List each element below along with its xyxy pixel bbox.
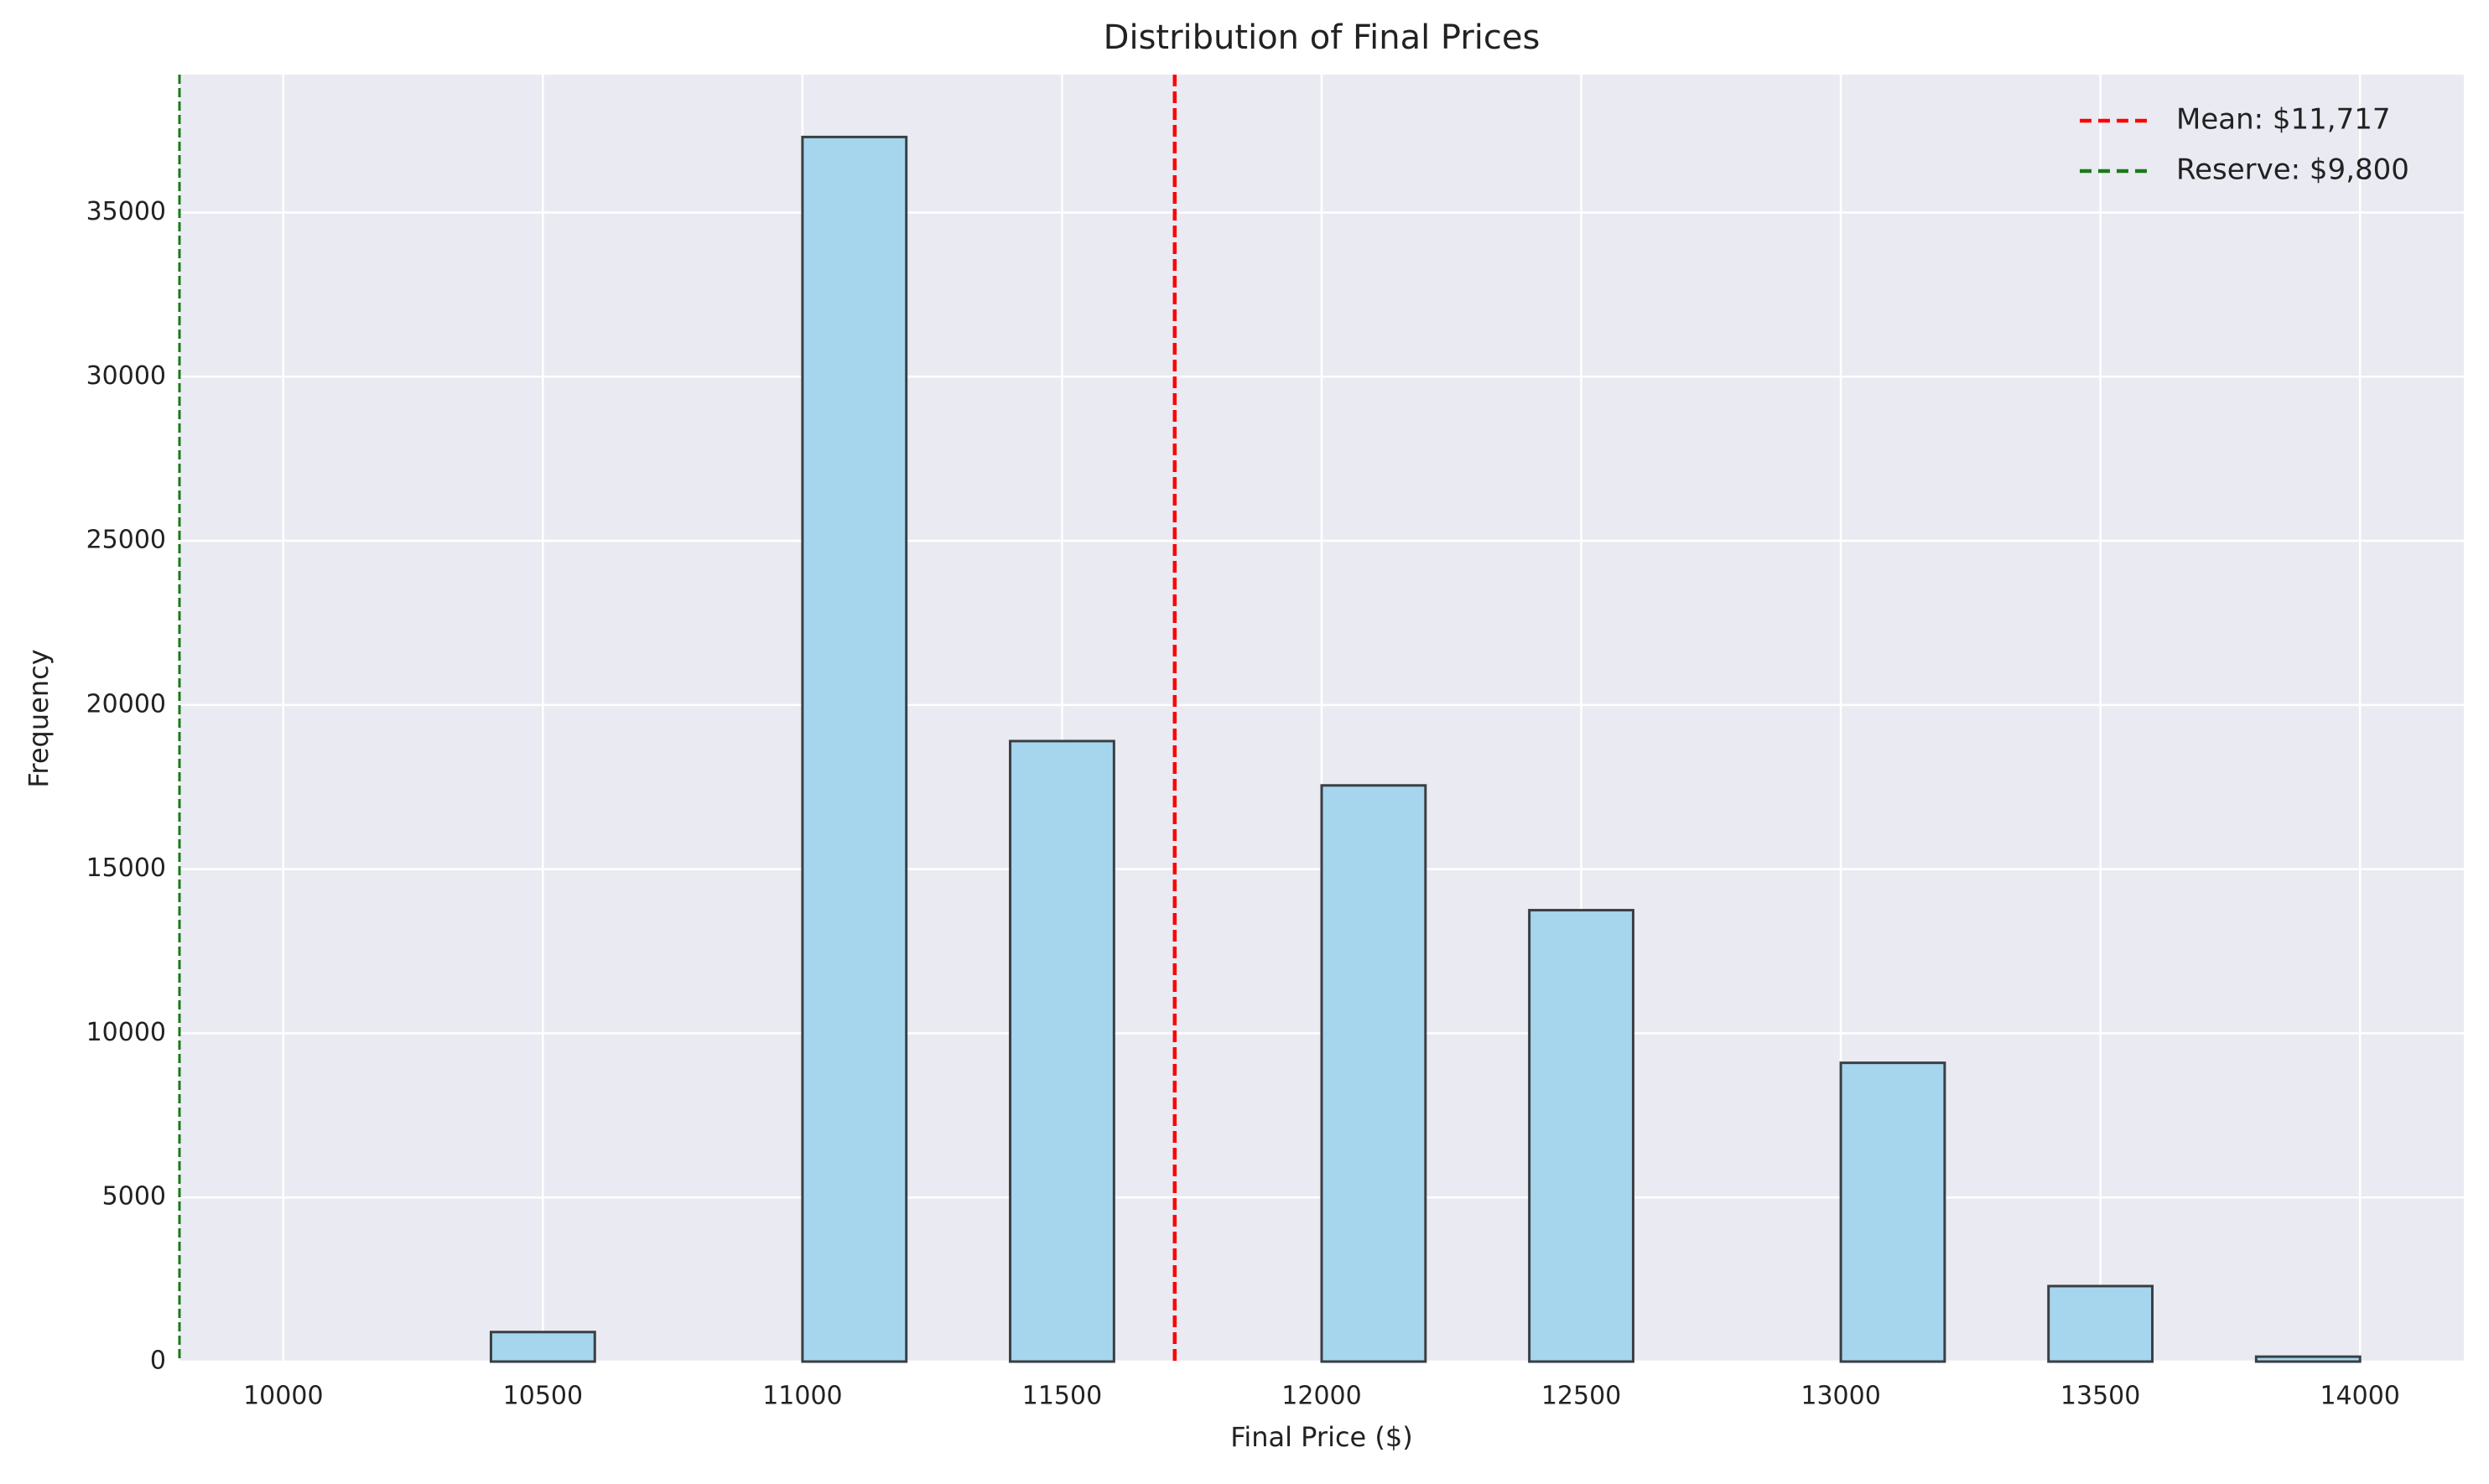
x-tick-label: 13000 (1800, 1382, 1880, 1411)
y-axis-label: Frequency (23, 649, 55, 787)
bar (2254, 1355, 2362, 1363)
x-tick-label: 10000 (243, 1382, 323, 1411)
x-tick-label: 10500 (503, 1382, 583, 1411)
x-tick-label: 12000 (1281, 1382, 1361, 1411)
x-axis-label: Final Price ($) (1230, 1421, 1412, 1453)
y-tick-label: 35000 (86, 197, 166, 226)
y-tick-label: 15000 (86, 854, 166, 883)
x-tick-label: 14000 (2320, 1382, 2399, 1411)
x-tick-label: 11000 (762, 1382, 842, 1411)
y-tick-label: 20000 (86, 689, 166, 719)
legend-label: Mean: $11,717 (2176, 103, 2391, 137)
bar (2047, 1284, 2154, 1363)
y-tick-label: 10000 (86, 1018, 166, 1047)
x-tick-label: 13500 (2060, 1382, 2140, 1411)
x-tick-label: 12500 (1541, 1382, 1621, 1411)
bar (1009, 739, 1115, 1363)
y-tick-label: 5000 (102, 1182, 166, 1212)
legend-label: Reserve: $9,800 (2176, 153, 2409, 187)
bar (489, 1331, 596, 1363)
bar (801, 135, 908, 1363)
bar (1528, 909, 1634, 1363)
x-tick-label: 11500 (1022, 1382, 1102, 1411)
y-tick-label: 30000 (86, 361, 166, 391)
y-tick-label: 0 (150, 1346, 166, 1376)
bar (1320, 784, 1427, 1363)
chart-title: Distribution of Final Prices (1104, 18, 1541, 57)
bar (1839, 1061, 1946, 1363)
y-tick-label: 25000 (86, 526, 166, 555)
